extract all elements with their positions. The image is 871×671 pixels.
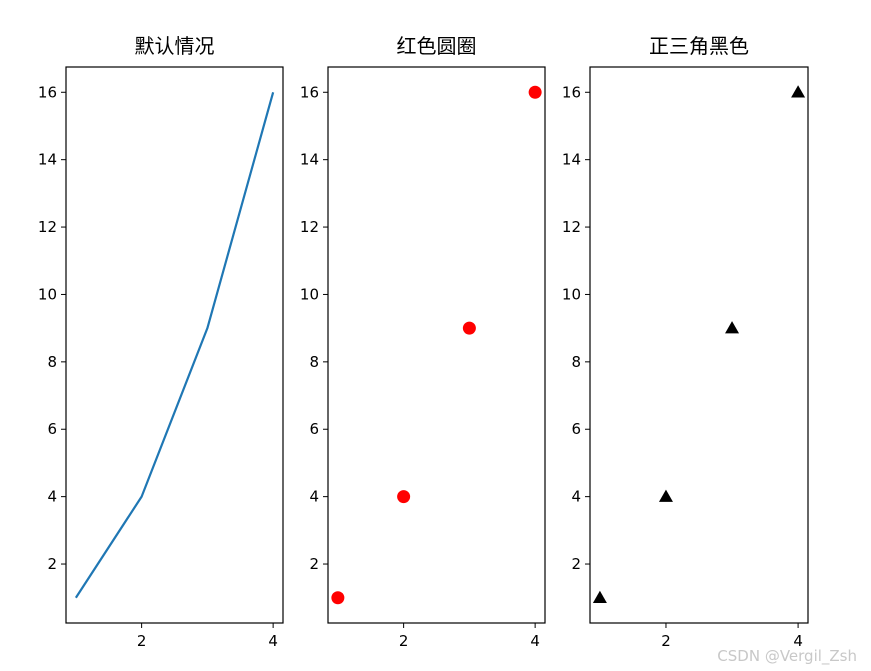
subplot-3-ytick-label-10: 10	[562, 285, 581, 303]
subplot-2-marks	[331, 85, 542, 605]
subplot-1: 默认情况 2 4 2 4 6 8 10 12 14 16	[38, 34, 284, 650]
subplot-3-xtick-label-2: 2	[661, 632, 671, 650]
subplot-1-axes-frame	[65, 66, 284, 624]
subplot-3-ytick-label-14: 14	[562, 151, 581, 169]
subplot-3-ytick-label-2: 2	[571, 555, 581, 573]
subplot-2-title: 红色圆圈	[397, 34, 477, 58]
subplot-3-point-4	[791, 85, 806, 98]
subplot-2-ytick-label-4: 4	[309, 488, 319, 506]
subplot-1-ytick-label-8: 8	[47, 353, 57, 371]
subplot-3-point-3	[725, 321, 740, 334]
subplot-1-ytick-label-4: 4	[47, 488, 57, 506]
subplot-2-ytick-label-2: 2	[309, 555, 319, 573]
subplot-3-point-1	[592, 590, 607, 603]
subplot-3-ytick-label-4: 4	[571, 488, 581, 506]
subplot-3-ytick-label-12: 12	[562, 218, 581, 236]
subplot-2-ytick-label-12: 12	[300, 218, 319, 236]
subplot-2-ytick-label-6: 6	[309, 420, 319, 438]
subplot-3-ytick-label-16: 16	[562, 83, 581, 101]
subplot-3-marks	[592, 85, 806, 603]
subplot-2-point-4	[528, 85, 542, 99]
subplot-2-ytick-label-8: 8	[309, 353, 319, 371]
subplot-3-xtick-label-4: 4	[793, 632, 803, 650]
subplot-1-xtick-label-4: 4	[268, 632, 278, 650]
subplot-1-series-line	[74, 91, 275, 599]
watermark: CSDN @Vergil_Zsh	[717, 647, 857, 665]
subplot-2-ytick-label-14: 14	[300, 151, 319, 169]
subplot-1-ticks: 2 4 2 4 6 8 10 12 14 16	[38, 83, 278, 650]
subplot-2-ytick-label-16: 16	[300, 83, 319, 101]
subplot-2-point-2	[397, 490, 411, 504]
subplot-2-point-3	[462, 321, 476, 335]
subplot-3: 正三角黑色 2 4 2 4 6 8 10 12 14 16	[562, 34, 809, 650]
subplot-1-xtick-label-2: 2	[137, 632, 147, 650]
subplot-2-xtick-label-2: 2	[399, 632, 409, 650]
subplot-2: 红色圆圈 2 4 2 4 6 8 10 12 14 16	[300, 34, 546, 650]
subplot-1-title: 默认情况	[135, 34, 215, 58]
subplot-2-ytick-label-10: 10	[300, 285, 319, 303]
subplot-3-title: 正三角黑色	[649, 34, 749, 58]
subplot-3-point-2	[658, 489, 673, 502]
subplot-2-xtick-label-4: 4	[530, 632, 540, 650]
subplot-3-ytick-label-8: 8	[571, 353, 581, 371]
subplot-3-axes-frame	[589, 66, 809, 624]
subplot-1-ytick-label-2: 2	[47, 555, 57, 573]
subplot-1-marks	[74, 91, 275, 599]
subplot-1-ytick-label-14: 14	[38, 151, 57, 169]
subplot-3-ticks: 2 4 2 4 6 8 10 12 14 16	[562, 83, 803, 650]
subplot-3-ytick-label-6: 6	[571, 420, 581, 438]
subplot-2-ticks: 2 4 2 4 6 8 10 12 14 16	[300, 83, 540, 650]
subplot-2-axes-frame	[327, 66, 546, 624]
subplot-1-ytick-label-10: 10	[38, 285, 57, 303]
subplot-1-ytick-label-12: 12	[38, 218, 57, 236]
subplot-2-point-1	[331, 591, 345, 605]
subplot-1-ytick-label-6: 6	[47, 420, 57, 438]
subplot-1-ytick-label-16: 16	[38, 83, 57, 101]
